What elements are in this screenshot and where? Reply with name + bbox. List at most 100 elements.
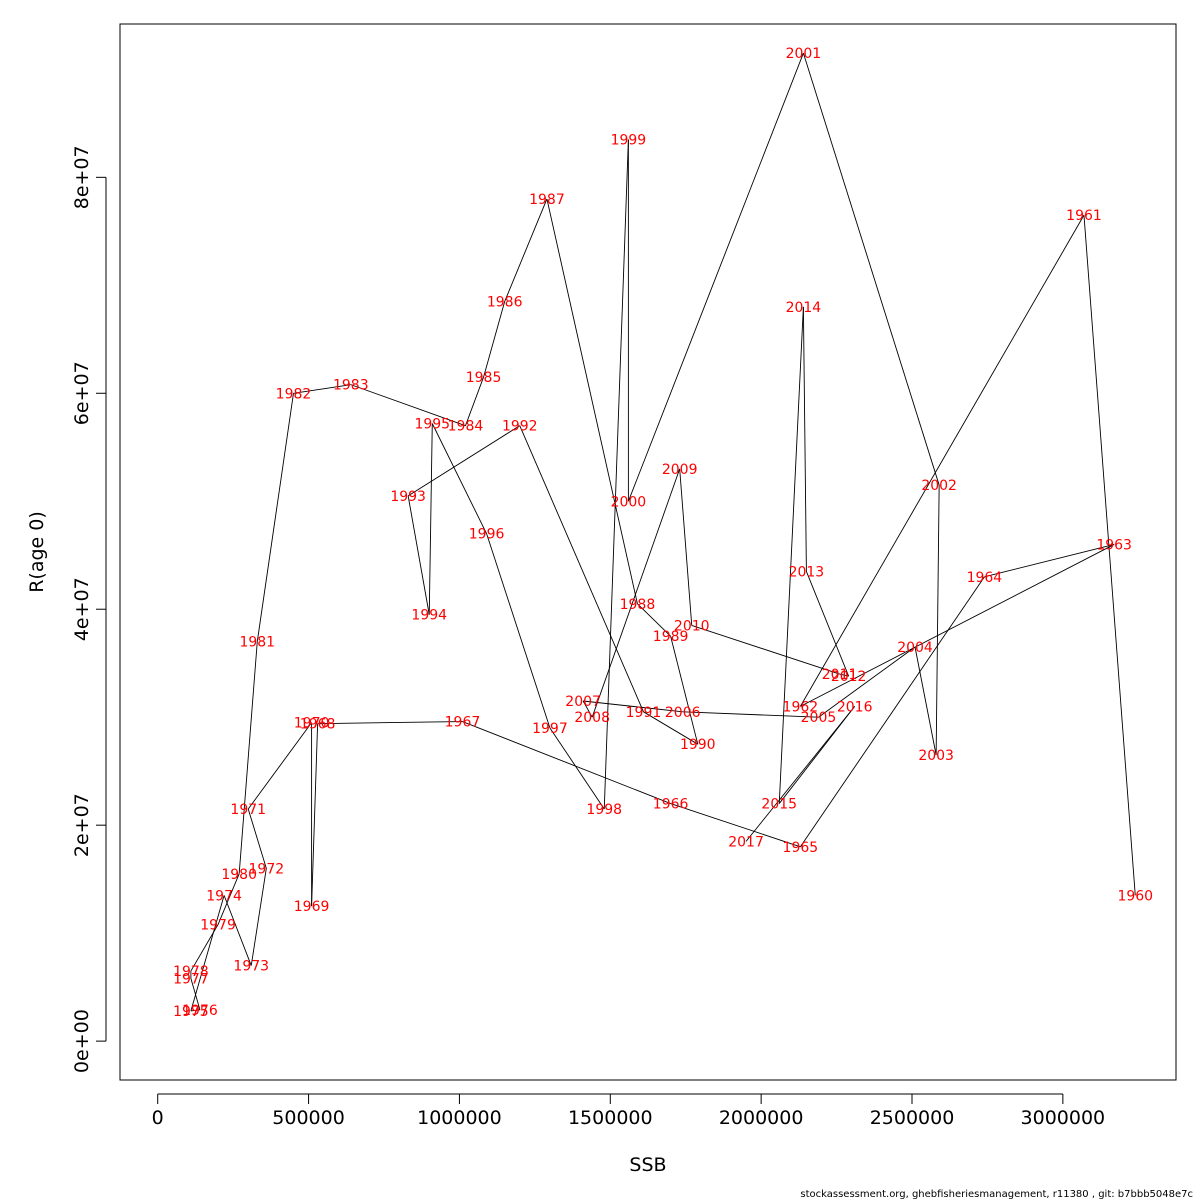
point-label-1968: 1968	[300, 717, 336, 733]
footer-text: stockassessment.org, ghebfisheriesmanage…	[800, 1189, 1193, 1200]
series-segment	[190, 924, 219, 972]
point-label-2015: 2015	[761, 797, 797, 813]
point-label-1977: 1977	[173, 972, 209, 988]
point-label-1980: 1980	[221, 867, 257, 883]
point-label-1990: 1990	[680, 737, 716, 753]
series-segment	[984, 544, 1115, 578]
series-segment	[800, 544, 1115, 707]
series-segment	[818, 646, 916, 718]
series-segment	[486, 533, 551, 729]
series-segment	[914, 646, 937, 756]
series-segment	[682, 711, 819, 718]
point-label-1987: 1987	[529, 192, 565, 208]
y-tick-label: 6e+07	[71, 361, 93, 425]
series-segment	[670, 636, 699, 745]
x-tick-label: 0	[152, 1107, 164, 1129]
y-tick-label: 8e+07	[71, 145, 93, 209]
x-tick-label: 2000000	[719, 1107, 804, 1129]
x-tick-label: 500000	[272, 1107, 345, 1129]
point-label-1960: 1960	[1117, 888, 1153, 904]
point-label-1991: 1991	[626, 705, 662, 721]
point-label-1962: 1962	[783, 699, 819, 715]
series-segment	[190, 978, 201, 1010]
point-label-1979: 1979	[200, 918, 236, 934]
point-label-1983: 1983	[333, 378, 369, 394]
series-segment	[483, 301, 506, 378]
plot-frame	[119, 23, 1177, 1081]
series-segment	[839, 673, 849, 677]
series-segment	[247, 722, 312, 810]
point-label-1965: 1965	[783, 840, 819, 856]
point-label-1993: 1993	[390, 489, 426, 505]
y-tick-label: 2e+07	[71, 793, 93, 857]
point-label-1994: 1994	[411, 608, 447, 624]
point-label-2016: 2016	[837, 699, 873, 715]
series-segment	[691, 624, 840, 675]
series-segment	[407, 495, 430, 615]
series-segment	[670, 803, 801, 848]
point-label-2011: 2011	[822, 667, 858, 683]
point-label-2006: 2006	[665, 705, 701, 721]
series-segment	[223, 895, 252, 966]
series-segment	[799, 576, 985, 848]
point-label-2009: 2009	[662, 462, 698, 478]
y-axis: 0e+00 2e+07 4e+07 6e+07 8e+07	[71, 145, 107, 1073]
series-segment	[504, 198, 548, 302]
point-label-1999: 1999	[611, 133, 647, 149]
point-label-2005: 2005	[801, 710, 837, 726]
series-segment	[311, 723, 319, 907]
series-segment	[238, 641, 258, 874]
series-segment	[250, 868, 267, 966]
x-tick-label: 2500000	[870, 1107, 955, 1129]
point-label-2008: 2008	[574, 710, 610, 726]
series-line-group	[190, 52, 1136, 1012]
point-label-1984: 1984	[448, 419, 484, 435]
series-segment	[778, 306, 804, 804]
series-segment	[935, 485, 940, 755]
point-label-2012: 2012	[831, 669, 867, 685]
series-segment	[546, 198, 638, 604]
series-segment	[549, 727, 605, 810]
point-label-1981: 1981	[239, 635, 275, 651]
series-segment	[293, 384, 351, 394]
series-segment	[1083, 215, 1136, 896]
point-label-1969: 1969	[294, 899, 330, 915]
series-segment	[627, 52, 804, 502]
series-segment	[679, 468, 693, 626]
point-label-1961: 1961	[1066, 208, 1102, 224]
series-segment	[802, 53, 940, 486]
point-label-1963: 1963	[1096, 537, 1132, 553]
point-label-1964: 1964	[967, 570, 1003, 586]
point-labels-group: 1960 1961 1962 1963 1964 1965 1966 1967 1968 1969…	[173, 46, 1153, 1020]
x-tick-label: 3000000	[1021, 1107, 1106, 1129]
point-label-1978: 1978	[173, 964, 209, 980]
point-label-1975: 1975	[173, 1004, 209, 1020]
series-segment	[591, 468, 681, 718]
x-tick-label: 1500000	[568, 1107, 653, 1129]
point-label-2004: 2004	[897, 640, 933, 656]
point-label-2007: 2007	[565, 694, 601, 710]
point-label-2014: 2014	[786, 300, 822, 316]
point-label-2002: 2002	[921, 478, 957, 494]
y-axis-label: R(age 0)	[26, 511, 48, 593]
point-label-1982: 1982	[276, 386, 312, 402]
point-label-1967: 1967	[445, 715, 481, 731]
point-label-1971: 1971	[230, 802, 266, 818]
series-segment	[799, 214, 1085, 707]
point-label-1992: 1992	[502, 419, 538, 435]
y-tick-label: 4e+07	[71, 577, 93, 641]
x-axis-label: SSB	[629, 1154, 666, 1176]
point-label-1972: 1972	[249, 861, 285, 877]
series-segment	[431, 423, 487, 534]
series-segment	[519, 425, 644, 712]
y-tick-label: 0e+00	[71, 1009, 93, 1073]
series-segment	[603, 139, 629, 809]
series-segment	[190, 1009, 201, 1012]
series-segment	[643, 711, 699, 745]
series-segment	[805, 571, 850, 677]
point-label-2013: 2013	[789, 564, 825, 580]
x-tick-label: 1000000	[417, 1107, 502, 1129]
series-segment	[582, 700, 593, 718]
point-label-1997: 1997	[532, 721, 568, 737]
